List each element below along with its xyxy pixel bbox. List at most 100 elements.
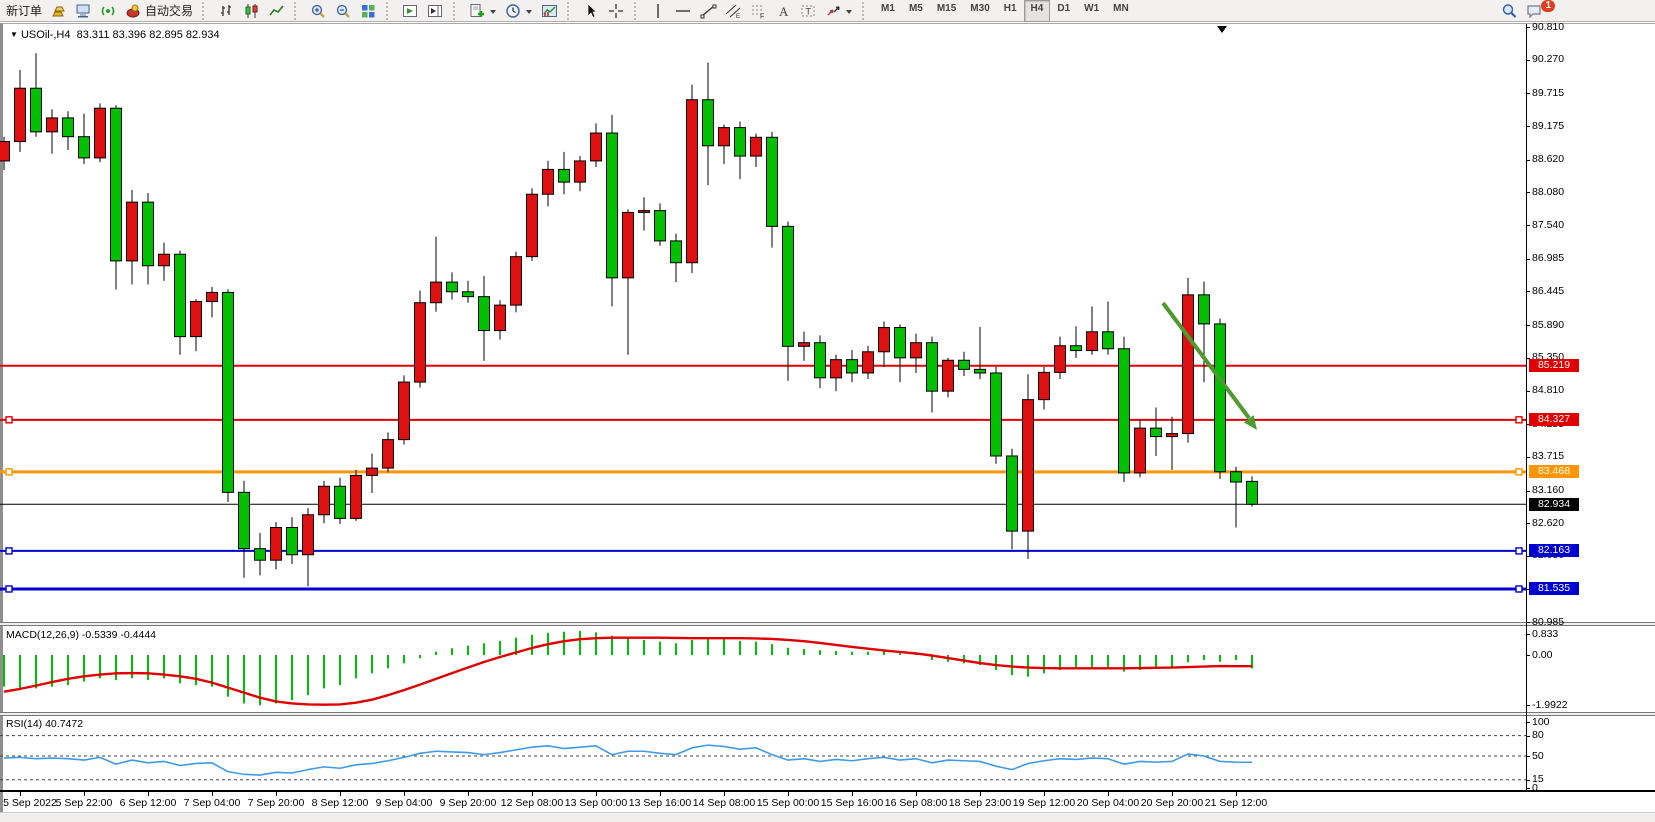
chart-shift-button[interactable] (423, 0, 448, 22)
price-badge-81.535[interactable]: 81.535 (1529, 582, 1579, 596)
candle-body (350, 474, 362, 519)
price-axis-label: 89.715 (1532, 86, 1565, 99)
chevron-down-icon[interactable]: ▼ (10, 30, 18, 39)
new-order-button[interactable]: 新订单 (2, 0, 46, 22)
candle-body (1150, 427, 1162, 438)
timeframe-button-m15[interactable]: M15 (936, 2, 957, 14)
dropdown-caret-icon[interactable] (525, 3, 533, 19)
price-axis-tick (1526, 192, 1530, 194)
price-axis-tick (1526, 490, 1530, 492)
time-axis-label: 21 Sep 12:00 (1204, 797, 1268, 809)
dropdown-caret-icon[interactable] (489, 3, 497, 19)
time-axis-tick (724, 791, 725, 796)
time-axis-tick (532, 791, 533, 796)
pane-separator-macd[interactable] (0, 622, 1655, 626)
price-badge-84.327[interactable]: 84.327 (1529, 413, 1579, 427)
candle-body (926, 342, 938, 392)
tile-windows-button[interactable] (356, 0, 381, 22)
macd-axis-tick (1526, 705, 1530, 706)
fibonacci-tool-button[interactable]: F (746, 0, 771, 22)
pane-separator-rsi[interactable] (0, 712, 1655, 716)
candle-body (878, 327, 890, 353)
chart-settings-icon (541, 3, 558, 19)
price-badge-82.934[interactable]: 82.934 (1529, 497, 1579, 511)
periods-button[interactable] (501, 0, 537, 22)
time-axis-label: 5 Sep 22:00 (55, 797, 113, 809)
toolbar-separator (453, 1, 462, 20)
candle-body (862, 351, 874, 374)
time-axis-tick (20, 791, 21, 796)
zoom-in-button[interactable] (306, 0, 331, 22)
shapes-tool-button[interactable] (821, 0, 857, 22)
time-axis-label: 8 Sep 12:00 (311, 797, 369, 809)
text-tool-button[interactable]: A (771, 0, 796, 22)
hline-handle (1515, 585, 1523, 593)
price-axis-tick (1526, 126, 1530, 128)
terminal-button[interactable] (71, 0, 96, 22)
price-axis-tick (1526, 93, 1530, 95)
bar-chart-mode-button[interactable] (214, 0, 239, 22)
macd-canvas (3, 630, 1253, 706)
signal-icon (100, 3, 117, 19)
toolbar-separator (294, 1, 303, 20)
time-axis-label: 6 Sep 12:00 (119, 797, 177, 809)
chart-settings-button[interactable] (537, 0, 562, 22)
price-axis-tick (1526, 357, 1530, 359)
trendline-tool-button[interactable] (696, 0, 721, 22)
channel-tool-button[interactable]: E (721, 0, 746, 22)
candle-body (558, 168, 570, 183)
signal-button[interactable] (96, 0, 121, 22)
timeframe-button-h4[interactable]: H4 (1023, 0, 1051, 22)
candle-body (990, 372, 1002, 457)
timeframe-button-h1[interactable]: H1 (1003, 2, 1017, 14)
search-button[interactable] (1497, 0, 1522, 22)
candle-chart-mode-button[interactable] (239, 0, 264, 22)
new-order-button-label: 新订单 (6, 4, 43, 18)
timeframe-button-m5[interactable]: M5 (908, 2, 923, 14)
time-axis-tick (468, 791, 469, 796)
vline-tool-button[interactable] (646, 0, 671, 22)
candle-body (526, 193, 538, 258)
time-axis-tick (980, 791, 981, 796)
auto-trading-button[interactable]: 自动交易 (121, 0, 197, 22)
chart-ohlc-values: 83.311 83.396 82.895 82.934 (76, 29, 220, 41)
dropdown-caret-icon[interactable] (845, 3, 853, 19)
rsi-axis-tick (1526, 788, 1530, 789)
time-marker-arrow-icon[interactable] (1217, 26, 1227, 33)
timeframe-button-m1[interactable]: M1 (881, 2, 895, 14)
timeframe-button-mn[interactable]: MN (1113, 2, 1129, 14)
candle-body (382, 439, 394, 469)
candle-body (670, 240, 682, 264)
timeframe-button-w1[interactable]: W1 (1084, 2, 1100, 14)
add-indicator-button[interactable] (465, 0, 501, 22)
price-badge-85.219[interactable]: 85.219 (1529, 359, 1579, 373)
gold-chart-button[interactable] (46, 0, 71, 22)
auto-scroll-icon (402, 3, 419, 19)
candle-body (1118, 348, 1130, 474)
hline-tool-button[interactable] (671, 0, 696, 22)
timeframe-button-m30[interactable]: M30 (970, 2, 990, 14)
candle-body (734, 127, 746, 157)
auto-scroll-button[interactable] (398, 0, 423, 22)
crosshair-tool-button[interactable] (604, 0, 629, 22)
candle-body (110, 107, 122, 262)
timeframe-button-d1[interactable]: D1 (1057, 2, 1071, 14)
price-badge-82.163[interactable]: 82.163 (1529, 544, 1579, 558)
cursor-tool-button[interactable] (579, 0, 604, 22)
label-tool-button[interactable]: T (796, 0, 821, 22)
time-axis-label: 9 Sep 20:00 (439, 797, 497, 809)
candle-body (414, 302, 426, 383)
line-chart-mode-button[interactable] (264, 0, 289, 22)
chart-symbol-period: USOil-,H4 (20, 29, 71, 41)
price-badge-83.468[interactable]: 83.468 (1529, 465, 1579, 479)
macd-axis-tick (1526, 634, 1530, 636)
chat-button[interactable] (1522, 0, 1547, 22)
candle-body (798, 342, 810, 347)
price-axis-tick (1526, 588, 1530, 590)
candle-body (1070, 345, 1082, 352)
chart-candles-icon (243, 3, 260, 19)
zoom-out-button[interactable] (331, 0, 356, 22)
text-icon: A (775, 3, 792, 19)
candle-body (462, 291, 474, 298)
candle-body (318, 485, 330, 516)
